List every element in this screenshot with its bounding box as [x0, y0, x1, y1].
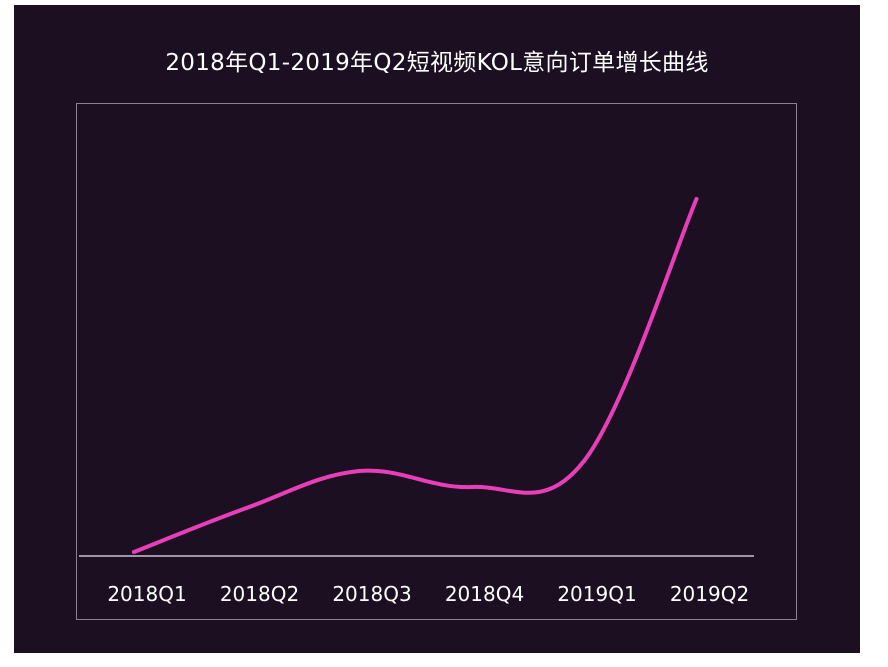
data-point-2019Q1 [582, 459, 586, 463]
data-point-2019Q2 [694, 197, 699, 201]
data-point-2018Q1 [132, 550, 136, 554]
x-tick-label: 2019Q2 [670, 582, 749, 606]
line-chart: 2018Q1 2018Q2 2018Q3 2018Q4 2019Q1 2019Q2 [79, 197, 754, 606]
x-tick-label: 2018Q2 [220, 582, 299, 606]
x-tick-label: 2018Q1 [107, 582, 186, 606]
plot-frame [76, 103, 797, 620]
x-tick-label: 2019Q1 [557, 582, 636, 606]
data-point-2018Q4 [469, 485, 474, 489]
data-point-2018Q2 [244, 506, 249, 510]
chart-panel: 2018年Q1-2019年Q2短视频KOL意向订单增长曲线 2018Q1 2018… [14, 5, 860, 653]
chart-title: 2018年Q1-2019年Q2短视频KOL意向订单增长曲线 [165, 50, 709, 76]
data-point-2018Q3 [357, 469, 361, 473]
series-line [132, 197, 699, 554]
x-tick-label: 2018Q3 [332, 582, 411, 606]
x-tick-label: 2018Q4 [445, 582, 524, 606]
